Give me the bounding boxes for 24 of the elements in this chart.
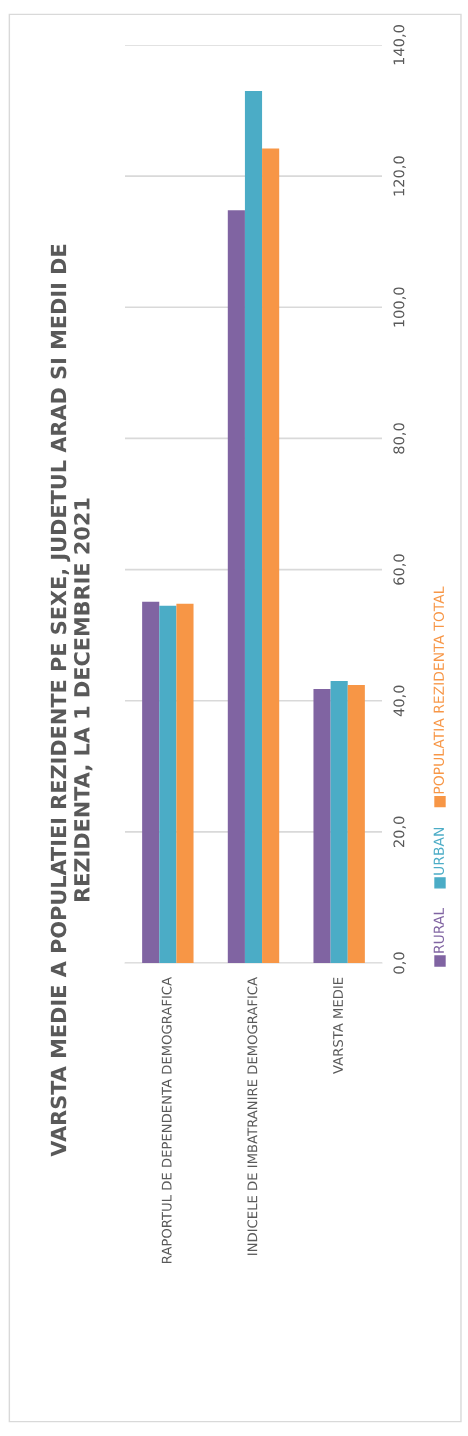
y-tick-label: 80,0 — [393, 423, 406, 454]
text: RURAL — [433, 907, 445, 953]
bar — [244, 90, 263, 963]
y-tick-label: 140,0 — [393, 25, 406, 65]
y-tick-label: 120,0 — [393, 156, 406, 196]
y-tick-label: 20,0 — [393, 816, 406, 848]
y-tick-label: 0,0 — [393, 952, 406, 974]
x-tick-label: RAPORTUL DE DEPENDENTA DEMOGRAFICA — [161, 977, 172, 1263]
bar — [142, 601, 160, 963]
text: VARSTA MEDIE A POPULATIEI REZIDENTE PE SEXE, JUDETUL ARAD SI MEDII DE REZIDENTA, LA 1 DECEMBRIE 2021 — [50, 244, 93, 1157]
bar — [159, 605, 177, 963]
text: POPULATIA REZIDENTA TOTAL — [433, 586, 445, 794]
bar — [262, 148, 280, 963]
bar — [227, 210, 245, 963]
bar — [347, 684, 365, 963]
text: URBAN — [433, 828, 445, 875]
bar — [330, 681, 348, 963]
bar — [313, 688, 331, 963]
y-tick-label: 60,0 — [393, 554, 406, 585]
y-tick-label: 40,0 — [393, 685, 406, 717]
x-tick-label: INDICELE DE IMBATRANIRE DEMOGRAFICA — [247, 977, 258, 1255]
x-tick-label: VARSTA MEDIE — [333, 977, 343, 1074]
y-tick-label: 100,0 — [393, 287, 406, 327]
bar — [176, 603, 194, 963]
